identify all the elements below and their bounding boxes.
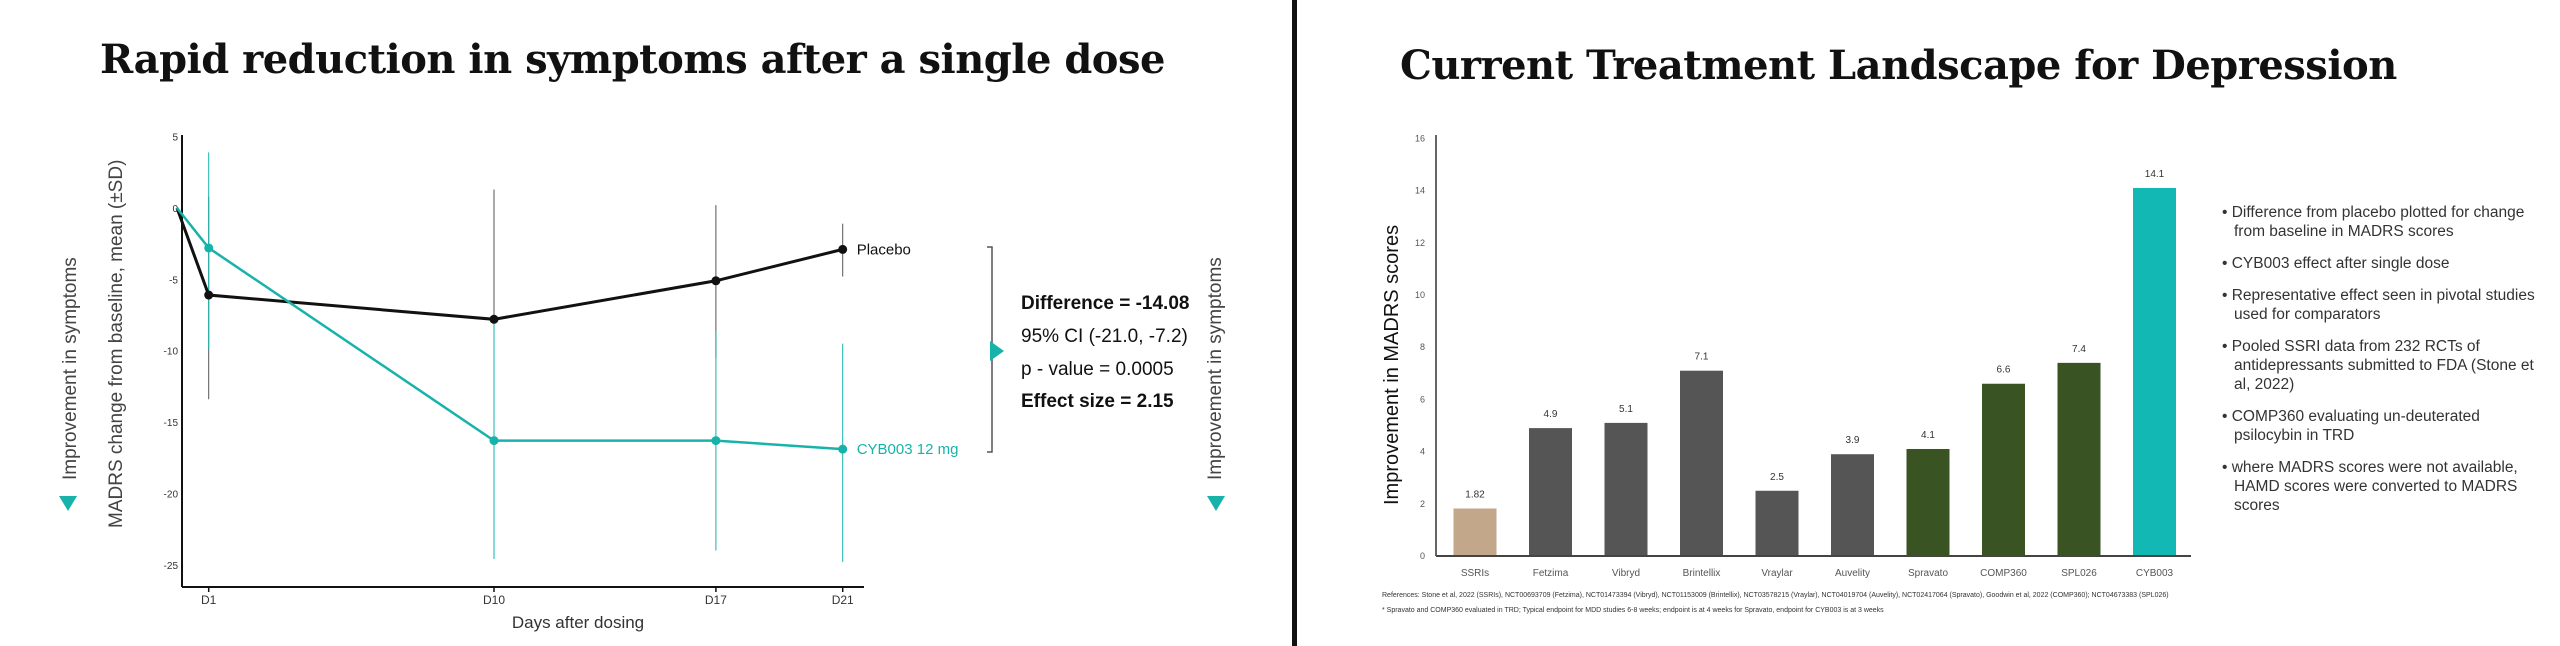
bar-ssris <box>1453 508 1497 556</box>
bullet-item: • where MADRS scores were not available,… <box>2222 459 2518 514</box>
x-tick-label: D10 <box>483 593 505 607</box>
bar-value-label: 6.6 <box>1997 365 2011 376</box>
bullet-item: • COMP360 evaluating un-deuterated psilo… <box>2222 408 2480 444</box>
y-tick-label: -10 <box>164 347 179 358</box>
category-label: SPL026 <box>2061 568 2097 579</box>
category-label: Vibryd <box>1612 568 1640 579</box>
x-tick-label: D1 <box>201 593 217 607</box>
bullet-item: • Difference from placebo plotted for ch… <box>2222 204 2525 240</box>
x-tick-label: D21 <box>832 593 854 607</box>
data-point <box>489 436 499 446</box>
bar-cyb003 <box>2133 187 2176 557</box>
ci-stat: 95% CI (-21.0, -7.2) <box>1021 326 1188 347</box>
bar-vibryd <box>1604 422 1648 556</box>
data-point <box>204 290 214 300</box>
y-tick-label: -5 <box>169 275 178 286</box>
category-label: Vraylar <box>1761 568 1793 579</box>
bar-value-label: 4.1 <box>1921 430 1935 441</box>
bullet-item: • Pooled SSRI data from 232 RCTs of anti… <box>2222 338 2534 393</box>
category-label: COMP360 <box>1980 568 2027 579</box>
y-tick-label: 16 <box>1415 133 1425 143</box>
category-label: Fetzima <box>1533 568 1569 579</box>
bullet-list: • Difference from placebo plotted for ch… <box>2222 203 2552 528</box>
y-tick-label: -25 <box>164 561 179 572</box>
data-point <box>711 436 721 446</box>
down-arrow-icon <box>59 496 77 511</box>
y-tick-label: 4 <box>1420 447 1425 457</box>
data-point <box>838 244 848 254</box>
data-point <box>711 276 721 286</box>
category-label: Spravato <box>1908 568 1948 579</box>
category-label: Brintellix <box>1683 568 1721 579</box>
x-tick-label: D17 <box>705 593 727 607</box>
bullet-item: • Representative effect seen in pivotal … <box>2222 287 2535 323</box>
bar-value-label: 4.9 <box>1544 409 1558 420</box>
bar-value-label: 7.4 <box>2072 344 2086 355</box>
difference-stat: Difference = -14.08 <box>1021 293 1190 314</box>
y-tick-label: 10 <box>1415 290 1425 300</box>
bar-value-label: 3.9 <box>1846 435 1860 446</box>
bar-fetzima <box>1529 428 1572 556</box>
category-label: CYB003 <box>2136 568 2174 579</box>
x-axis-label: Days after dosing <box>512 613 644 632</box>
line-chart: 5 0 -5 -10 -15 -20 -25 D1 D10 D17 D21 Days after do… <box>164 133 993 632</box>
bar-comp360 <box>1982 383 2025 556</box>
panel-divider <box>1292 0 1297 646</box>
series-label: CYB003 12 mg <box>857 441 959 458</box>
y-tick-label: 2 <box>1420 499 1425 509</box>
left-title: Rapid reduction in symptoms after a sing… <box>100 36 1165 83</box>
y-tick-label: 0 <box>1420 551 1425 561</box>
down-arrow-icon <box>1207 496 1225 511</box>
category-label: SSRIs <box>1461 568 1489 579</box>
p-value-stat: p - value = 0.0005 <box>1021 359 1174 380</box>
bar-brintellix <box>1680 370 1723 556</box>
y-tick-label: 0 <box>172 204 178 215</box>
right-arrow-icon <box>990 341 1004 361</box>
data-point <box>838 444 848 454</box>
bar-vraylar <box>1755 490 1799 556</box>
effect-size-stat: Effect size = 2.15 <box>1021 391 1174 412</box>
y-tick-label: -15 <box>164 418 179 429</box>
bullet-item: • CYB003 effect after single dose <box>2222 255 2450 272</box>
y-tick-label: 12 <box>1415 238 1425 248</box>
bar-auvelity <box>1831 454 1874 556</box>
footnote: * Spravato and COMP360 evaluated in TRD;… <box>1382 607 1884 614</box>
series-label: Placebo <box>857 241 911 258</box>
category-label: Auvelity <box>1835 568 1870 579</box>
data-point <box>489 314 499 324</box>
bar-spl026 <box>2057 362 2101 556</box>
bar-value-label: 7.1 <box>1695 352 1709 363</box>
bar-value-label: 14.1 <box>2145 169 2165 180</box>
y-tick-label: 5 <box>172 133 178 144</box>
data-point <box>204 243 214 253</box>
y-tick-label: 8 <box>1420 342 1425 352</box>
y-tick-label: 14 <box>1415 186 1425 196</box>
bar-value-label: 5.1 <box>1619 404 1633 415</box>
references: References: Stone et al, 2022 (SSRIs), N… <box>1382 592 2169 599</box>
bar-value-label: 1.82 <box>1465 489 1485 500</box>
y-tick-label: -20 <box>164 489 179 500</box>
right-title: Current Treatment Landscape for Depressi… <box>1400 42 2397 89</box>
y-tick-label: 6 <box>1420 394 1425 404</box>
bar-value-label: 2.5 <box>1770 472 1784 483</box>
bar-spravato <box>1906 448 1950 556</box>
